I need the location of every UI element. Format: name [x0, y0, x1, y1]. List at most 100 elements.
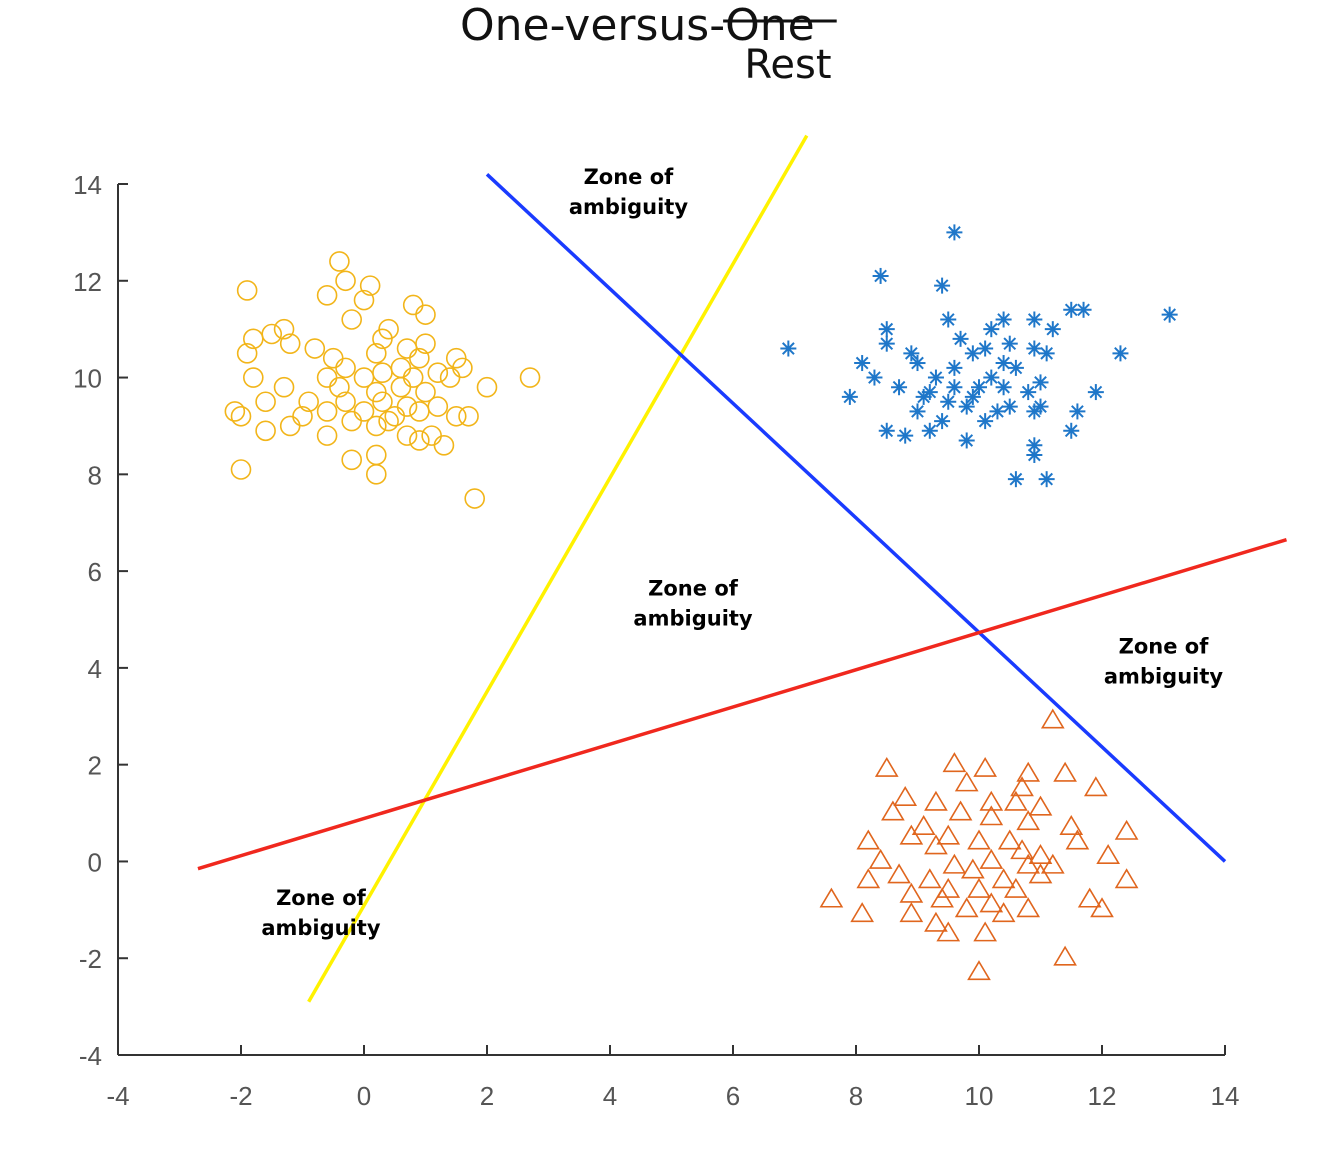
triangle-point: [911, 815, 936, 835]
triangle-point: [973, 921, 998, 942]
star-point: [983, 321, 1000, 338]
circle-point: [365, 444, 387, 466]
zone-label-1: Zone of ambiguity: [569, 165, 689, 219]
triangle-point: [979, 805, 1004, 826]
y-tick-label: 12: [73, 267, 102, 297]
triangle-point: [924, 790, 948, 811]
circle-point: [421, 425, 442, 446]
circle-point: [353, 367, 375, 388]
triangle-point: [887, 863, 911, 884]
circle-point: [390, 376, 412, 398]
circle-point: [316, 425, 338, 446]
star-point: [891, 379, 908, 396]
x-tick-label: 12: [1088, 1081, 1117, 1111]
star-point: [1032, 374, 1049, 391]
separator-lines: [197, 134, 1288, 1003]
y-tick-label: 2: [88, 751, 102, 781]
star-point: [909, 403, 926, 420]
triangle-point: [850, 902, 875, 923]
star-point: [1075, 301, 1092, 318]
star-point: [878, 321, 895, 338]
triangle-point: [942, 853, 967, 874]
triangle-point: [1053, 761, 1077, 782]
circle-point: [230, 459, 252, 480]
triangle-point: [1028, 863, 1053, 884]
star-point: [952, 330, 969, 347]
star-point: [1001, 335, 1018, 352]
scatter-points: [224, 224, 1178, 981]
x-tick-label: -4: [106, 1081, 129, 1111]
star-point: [841, 388, 858, 405]
triangle-point: [924, 834, 948, 855]
triangle-point: [967, 829, 991, 850]
star-point: [940, 393, 957, 410]
circle-point: [353, 289, 375, 311]
circle-point: [433, 434, 455, 456]
y-tick-label: 0: [88, 847, 102, 877]
star-point: [1063, 301, 1080, 318]
circle-point: [255, 420, 276, 442]
triangle-point: [1040, 708, 1065, 729]
zone-label-3: Zone of ambiguity: [1104, 634, 1224, 688]
x-tick-label: 10: [965, 1081, 994, 1111]
circle-point: [261, 323, 283, 345]
x-tick-label: 4: [603, 1081, 617, 1111]
title-prefix: One-versus-: [460, 0, 725, 51]
circle-point: [316, 367, 338, 388]
star-point: [983, 369, 1000, 386]
triangle-point: [1016, 761, 1041, 782]
star-point: [958, 432, 975, 449]
circle-point: [255, 391, 276, 413]
star-point: [934, 413, 951, 430]
circle-point: [427, 396, 449, 417]
circle-point: [365, 464, 387, 485]
triangle-point: [1077, 887, 1102, 908]
triangle-point: [1010, 776, 1034, 797]
circle-point: [243, 367, 264, 388]
triangle-point: [930, 887, 954, 908]
circle-point: [329, 376, 350, 398]
circle-point: [390, 357, 412, 379]
triangle-point: [893, 785, 918, 806]
circle-point: [464, 488, 486, 509]
triangle-point: [1028, 795, 1053, 816]
triangle-point: [1016, 853, 1041, 874]
circle-point: [304, 338, 326, 359]
triangle-point: [1083, 776, 1108, 797]
star-point: [921, 422, 938, 439]
star-point: [1026, 311, 1043, 328]
star-point: [1038, 345, 1055, 362]
star-point: [897, 427, 914, 444]
chart-axes: -4 -2 0 2 4 6 8 10 12 14 -4 -2 0 2 4 6 8 10 12 14: [73, 170, 1239, 1111]
triangle-point: [874, 756, 899, 777]
circle-point: [372, 328, 393, 350]
circle-point: [415, 304, 436, 325]
circle-point: [439, 367, 461, 388]
circle-point: [279, 415, 301, 437]
circle-point: [365, 343, 387, 364]
x-tick-label: 6: [726, 1081, 740, 1111]
circle-point: [445, 405, 467, 427]
triangle-point: [954, 897, 979, 918]
star-point: [946, 359, 963, 376]
circle-point: [372, 391, 393, 413]
zone-annotations: Zone of ambiguity Zone of ambiguity Zone of a…: [261, 165, 1223, 940]
star-point: [909, 355, 926, 372]
circle-point: [322, 347, 344, 369]
triangle-point: [948, 800, 973, 821]
star-point: [940, 311, 957, 328]
star-point: [1026, 403, 1043, 420]
star-point: [1026, 340, 1043, 357]
star-point: [1007, 359, 1024, 376]
star-point: [1044, 321, 1061, 338]
triangle-point: [924, 911, 948, 932]
star-point: [1063, 422, 1080, 439]
star-point: [995, 379, 1012, 396]
star-point: [878, 335, 895, 352]
x-tick-label: 14: [1211, 1081, 1240, 1111]
circle-point: [273, 318, 295, 340]
star-point: [1112, 345, 1129, 362]
star-point: [964, 345, 981, 362]
y-tick-label: -2: [79, 944, 102, 974]
x-tick-label: -2: [229, 1081, 252, 1111]
